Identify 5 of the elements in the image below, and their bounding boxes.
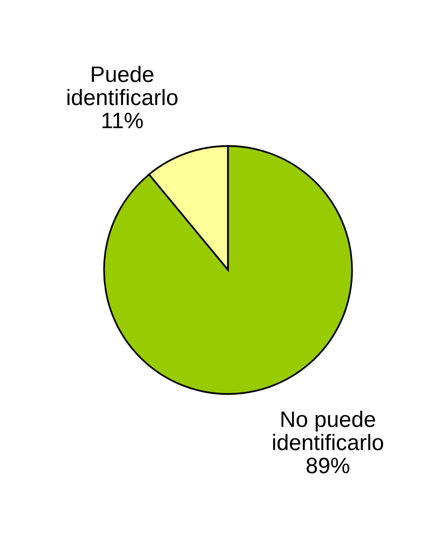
data-label: 89% [306, 458, 350, 474]
pie-slice [103, 145, 353, 395]
slice-label: No puede identificarlo [273, 410, 384, 450]
slice-label: Puede identificarlo [67, 66, 178, 106]
data-label: 11% [102, 112, 143, 128]
